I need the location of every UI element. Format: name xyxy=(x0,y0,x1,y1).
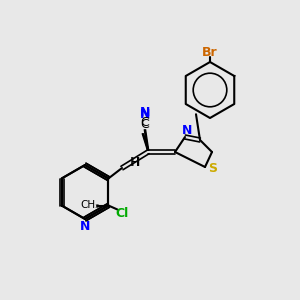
Text: N: N xyxy=(140,106,150,118)
Text: H: H xyxy=(129,155,139,169)
Text: CH₃: CH₃ xyxy=(81,200,100,211)
Text: N: N xyxy=(140,109,150,122)
Text: C: C xyxy=(141,116,149,128)
Text: H: H xyxy=(130,157,140,169)
Text: N: N xyxy=(80,220,90,233)
Text: Cl: Cl xyxy=(116,207,129,220)
Text: S: S xyxy=(208,163,217,176)
Text: N: N xyxy=(182,124,192,136)
Text: C: C xyxy=(141,118,149,131)
Text: Br: Br xyxy=(202,46,218,59)
